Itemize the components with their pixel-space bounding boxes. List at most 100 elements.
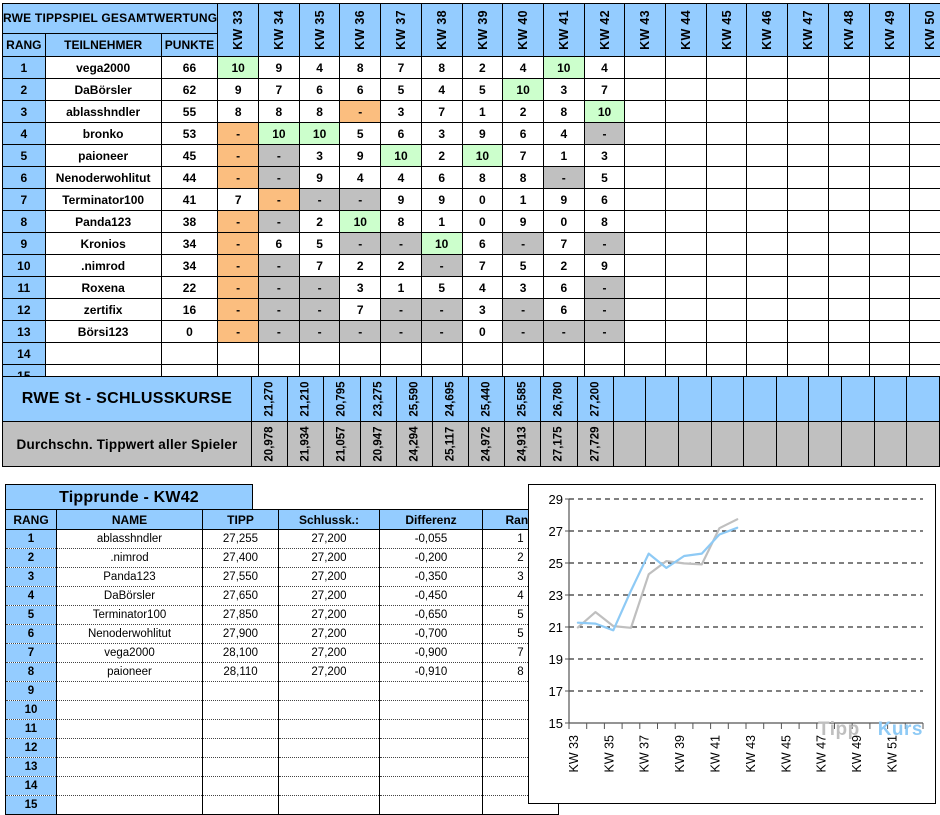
durchschnitt-cell[interactable] — [809, 422, 842, 467]
durchschnitt-cell[interactable] — [776, 422, 809, 467]
score-cell[interactable] — [828, 167, 869, 189]
score-cell[interactable] — [828, 101, 869, 123]
score-cell[interactable] — [788, 321, 829, 343]
schlusskurs-cell[interactable] — [646, 377, 679, 422]
score-cell[interactable]: 10 — [584, 101, 625, 123]
score-cell[interactable] — [666, 79, 707, 101]
score-cell[interactable] — [828, 343, 869, 365]
week-header-17[interactable]: KW 49 — [869, 4, 910, 57]
score-cell[interactable] — [666, 299, 707, 321]
score-cell[interactable] — [869, 321, 910, 343]
score-cell[interactable]: 6 — [340, 79, 381, 101]
score-cell[interactable] — [747, 101, 788, 123]
score-cell[interactable]: 10 — [543, 57, 584, 79]
score-cell[interactable] — [869, 79, 910, 101]
durchschnitt-cell[interactable] — [646, 422, 679, 467]
score-cell[interactable]: 8 — [299, 101, 340, 123]
durchschnitt-cell[interactable]: 20,947 — [360, 422, 396, 467]
score-cell[interactable] — [706, 233, 747, 255]
score-cell[interactable] — [706, 167, 747, 189]
score-cell[interactable] — [747, 57, 788, 79]
score-cell[interactable]: 7 — [299, 255, 340, 277]
score-cell[interactable] — [747, 145, 788, 167]
score-cell[interactable] — [625, 167, 666, 189]
score-cell[interactable]: 1 — [421, 211, 462, 233]
score-cell[interactable]: 9 — [218, 79, 259, 101]
durchschnitt-cell[interactable] — [613, 422, 646, 467]
score-cell[interactable] — [910, 101, 940, 123]
score-cell[interactable] — [666, 167, 707, 189]
score-cell[interactable]: - — [299, 189, 340, 211]
week-header-4[interactable]: KW 36 — [340, 4, 381, 57]
score-cell[interactable]: - — [381, 299, 422, 321]
tipprunde-col-header-tipp[interactable]: TIPP — [203, 510, 279, 530]
score-cell[interactable] — [828, 123, 869, 145]
score-cell[interactable]: 6 — [259, 233, 300, 255]
schlusskurs-cell[interactable]: 27,200 — [577, 377, 613, 422]
score-cell[interactable]: 10 — [299, 123, 340, 145]
score-cell[interactable]: 7 — [381, 57, 422, 79]
schlusskurs-cell[interactable] — [842, 377, 875, 422]
score-cell[interactable]: 8 — [584, 211, 625, 233]
score-cell[interactable] — [706, 343, 747, 365]
score-cell[interactable]: 2 — [299, 211, 340, 233]
score-cell[interactable]: 1 — [543, 145, 584, 167]
score-cell[interactable]: 7 — [340, 299, 381, 321]
score-cell[interactable] — [869, 277, 910, 299]
schlusskurs-cell[interactable] — [613, 377, 646, 422]
score-cell[interactable] — [625, 79, 666, 101]
schlusskurs-cell[interactable] — [711, 377, 744, 422]
score-cell[interactable]: 5 — [340, 123, 381, 145]
score-cell[interactable] — [869, 343, 910, 365]
score-cell[interactable] — [910, 189, 940, 211]
score-cell[interactable] — [869, 233, 910, 255]
week-header-11[interactable]: KW 43 — [625, 4, 666, 57]
score-cell[interactable] — [747, 255, 788, 277]
col-header-name[interactable]: TEILNEHMER — [45, 33, 161, 56]
score-cell[interactable]: - — [340, 189, 381, 211]
score-cell[interactable] — [788, 277, 829, 299]
tipprunde-col-header-name[interactable]: NAME — [57, 510, 203, 530]
score-cell[interactable]: 8 — [462, 167, 503, 189]
score-cell[interactable] — [706, 211, 747, 233]
score-cell[interactable]: 2 — [421, 145, 462, 167]
schlusskurs-cell[interactable]: 24,695 — [432, 377, 468, 422]
score-cell[interactable]: 0 — [462, 189, 503, 211]
score-cell[interactable] — [788, 57, 829, 79]
score-cell[interactable]: - — [503, 233, 544, 255]
score-cell[interactable] — [910, 343, 940, 365]
score-cell[interactable]: 1 — [381, 277, 422, 299]
score-cell[interactable] — [747, 299, 788, 321]
score-cell[interactable]: 10 — [259, 123, 300, 145]
score-cell[interactable] — [666, 211, 707, 233]
score-cell[interactable]: - — [381, 233, 422, 255]
score-cell[interactable]: - — [543, 167, 584, 189]
score-cell[interactable]: 2 — [462, 57, 503, 79]
score-cell[interactable]: - — [584, 123, 625, 145]
score-cell[interactable] — [666, 123, 707, 145]
schlusskurs-cell[interactable]: 25,585 — [505, 377, 541, 422]
durchschnitt-cell[interactable]: 24,913 — [505, 422, 541, 467]
score-cell[interactable] — [706, 321, 747, 343]
score-cell[interactable]: - — [299, 321, 340, 343]
score-cell[interactable] — [503, 343, 544, 365]
week-header-10[interactable]: KW 42 — [584, 4, 625, 57]
score-cell[interactable] — [788, 145, 829, 167]
score-cell[interactable]: 6 — [381, 123, 422, 145]
score-cell[interactable]: 10 — [340, 211, 381, 233]
score-cell[interactable]: 1 — [462, 101, 503, 123]
score-cell[interactable]: - — [340, 101, 381, 123]
score-cell[interactable]: - — [584, 233, 625, 255]
score-cell[interactable] — [910, 167, 940, 189]
durchschnitt-cell[interactable]: 21,934 — [288, 422, 324, 467]
score-cell[interactable] — [869, 211, 910, 233]
score-cell[interactable] — [706, 101, 747, 123]
tipprunde-col-header-schluss[interactable]: Schlussk.: — [279, 510, 380, 530]
durchschnitt-cell[interactable]: 27,175 — [541, 422, 577, 467]
score-cell[interactable] — [543, 343, 584, 365]
score-cell[interactable]: 9 — [299, 167, 340, 189]
score-cell[interactable] — [788, 123, 829, 145]
score-cell[interactable] — [666, 145, 707, 167]
score-cell[interactable] — [788, 255, 829, 277]
score-cell[interactable]: - — [421, 321, 462, 343]
